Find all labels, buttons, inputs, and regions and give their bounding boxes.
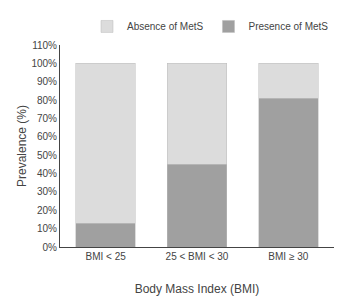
- svg-text:100%: 100%: [31, 58, 57, 69]
- svg-text:60%: 60%: [37, 131, 57, 142]
- svg-text:Absence of MetS: Absence of MetS: [127, 21, 203, 32]
- svg-text:BMI < 25: BMI < 25: [86, 251, 127, 262]
- svg-text:70%: 70%: [37, 113, 57, 124]
- svg-text:Body Mass Index (BMI): Body Mass Index (BMI): [135, 282, 260, 296]
- svg-text:30%: 30%: [37, 186, 57, 197]
- svg-text:80%: 80%: [37, 95, 57, 106]
- svg-text:10%: 10%: [37, 223, 57, 234]
- svg-text:BMI ≥ 30: BMI ≥ 30: [268, 251, 308, 262]
- svg-text:40%: 40%: [37, 168, 57, 179]
- svg-text:0%: 0%: [43, 242, 58, 253]
- svg-text:Prevalence (%): Prevalence (%): [15, 105, 29, 187]
- svg-text:20%: 20%: [37, 205, 57, 216]
- svg-text:25 < BMI < 30: 25 < BMI < 30: [166, 251, 229, 262]
- svg-text:50%: 50%: [37, 150, 57, 161]
- svg-text:90%: 90%: [37, 76, 57, 87]
- svg-text:110%: 110%: [32, 40, 57, 51]
- svg-text:Presence of MetS: Presence of MetS: [248, 21, 328, 32]
